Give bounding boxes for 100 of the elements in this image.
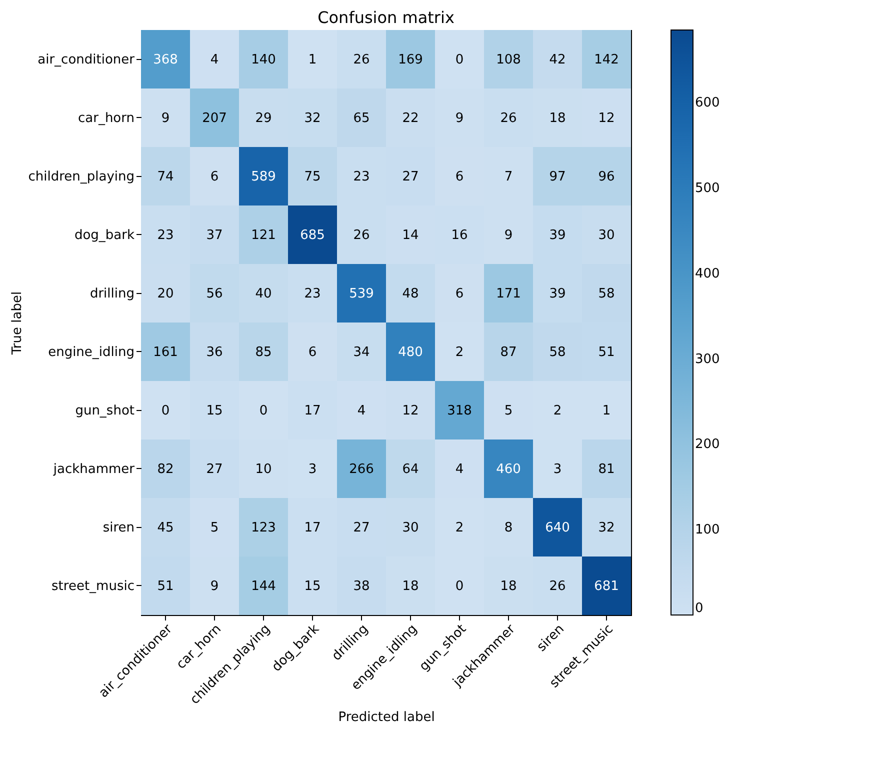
data-label: 0 (455, 52, 464, 68)
data-label: 23 (157, 228, 174, 243)
data-label: 1 (308, 52, 317, 68)
data-label: 38 (353, 578, 370, 594)
data-label: 74 (157, 169, 174, 184)
data-label: 12 (402, 403, 419, 418)
data-label: 685 (300, 228, 325, 243)
data-label: 171 (496, 286, 521, 302)
data-label: 266 (349, 462, 374, 477)
data-label: 2 (455, 520, 464, 536)
chart-title: Confusion matrix (318, 8, 454, 27)
data-label: 26 (500, 110, 517, 126)
data-label: 27 (353, 520, 370, 536)
data-label: 97 (549, 169, 566, 184)
data-label: 85 (255, 344, 272, 360)
color-bar-label: 500 (695, 180, 720, 196)
data-label: 207 (202, 110, 227, 126)
data-label: 58 (598, 286, 615, 302)
y-tick-label: jackhammer (52, 462, 136, 477)
data-label: 15 (304, 578, 321, 594)
color-bar-label: 0 (695, 601, 704, 616)
color-bar-label: 100 (695, 522, 720, 538)
data-label: 589 (251, 169, 276, 184)
data-label: 12 (598, 110, 615, 126)
data-label: 16 (451, 228, 468, 243)
data-label: 34 (353, 344, 370, 360)
data-label: 39 (549, 228, 566, 243)
y-tick-label: children_playing (28, 169, 134, 184)
data-label: 121 (251, 228, 276, 243)
y-tick-label: gun_shot (75, 403, 134, 418)
y-axis-title: True label (10, 291, 26, 356)
data-label: 40 (255, 286, 272, 302)
data-label: 142 (594, 52, 619, 68)
data-label: 140 (251, 52, 276, 68)
data-label: 17 (304, 520, 321, 536)
data-label: 82 (157, 462, 174, 477)
color-bar-label: 600 (695, 96, 720, 111)
data-label: 681 (594, 578, 619, 594)
data-label: 318 (447, 403, 472, 418)
data-label: 1 (602, 403, 611, 418)
data-label: 640 (545, 520, 570, 536)
data-label: 144 (251, 578, 276, 594)
data-label: 3 (553, 462, 562, 477)
data-label: 30 (598, 228, 615, 243)
data-label: 7 (504, 169, 513, 184)
data-label: 64 (402, 462, 419, 477)
y-tick-label: engine_idling (48, 344, 134, 360)
data-label: 22 (402, 110, 419, 126)
data-label: 4 (210, 52, 219, 68)
data-label: 29 (255, 110, 272, 126)
data-label: 5 (210, 520, 219, 536)
data-label: 6 (210, 169, 219, 184)
data-label: 27 (402, 169, 419, 184)
data-label: 36 (206, 344, 223, 360)
data-label: 17 (304, 403, 321, 418)
data-label: 480 (398, 344, 423, 360)
x-axis-title: Predicted label (338, 710, 435, 725)
data-label: 27 (206, 462, 223, 477)
color-bar-label: 200 (695, 437, 720, 452)
data-label: 368 (153, 52, 178, 68)
y-tick-label: siren (102, 520, 134, 536)
data-label: 18 (402, 578, 419, 594)
data-label: 51 (598, 344, 615, 360)
data-label: 42 (549, 52, 566, 68)
data-label: 5 (504, 403, 513, 418)
data-label: 56 (206, 286, 223, 302)
data-label: 81 (598, 462, 615, 477)
data-label: 39 (549, 286, 566, 302)
y-tick-label: dog_bark (74, 228, 135, 243)
data-label: 26 (353, 52, 370, 68)
data-label: 3 (308, 462, 317, 477)
data-label: 108 (496, 52, 521, 68)
data-label: 32 (598, 520, 615, 536)
data-label: 2 (455, 344, 464, 360)
data-label: 15 (206, 403, 223, 418)
data-label: 23 (353, 169, 370, 184)
data-label: 0 (455, 578, 464, 594)
data-label: 8 (504, 520, 513, 536)
data-label: 4 (455, 462, 464, 477)
data-label: 23 (304, 286, 321, 302)
data-label: 9 (161, 110, 170, 126)
y-tick-label: drilling (90, 286, 134, 302)
data-label: 0 (259, 403, 268, 418)
data-label: 123 (251, 520, 276, 536)
data-label: 9 (504, 228, 513, 243)
data-label: 45 (157, 520, 174, 536)
data-label: 96 (598, 169, 615, 184)
data-label: 6 (308, 344, 317, 360)
y-tick-label: air_conditioner (38, 52, 136, 68)
data-label: 18 (549, 110, 566, 126)
data-label: 51 (157, 578, 174, 594)
data-label: 6 (455, 169, 464, 184)
data-label: 20 (157, 286, 174, 302)
data-label: 30 (402, 520, 419, 536)
data-label: 26 (353, 228, 370, 243)
data-label: 18 (500, 578, 517, 594)
data-label: 0 (161, 403, 170, 418)
data-label: 10 (255, 462, 272, 477)
data-label: 58 (549, 344, 566, 360)
data-label: 75 (304, 169, 321, 184)
